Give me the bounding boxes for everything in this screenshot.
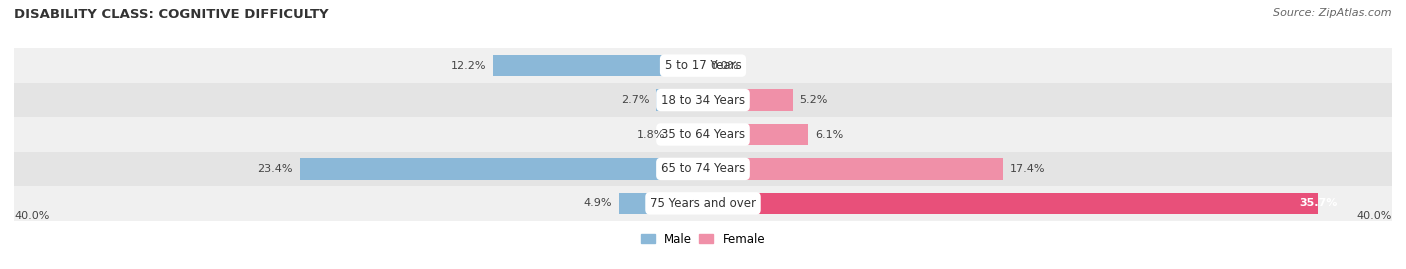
Text: 2.7%: 2.7% (621, 95, 650, 105)
Bar (494, 55, 703, 76)
Text: 1.8%: 1.8% (637, 129, 665, 140)
Bar (703, 158, 1002, 180)
Bar (299, 158, 703, 180)
Bar (14, 186, 1392, 221)
Bar (14, 83, 1392, 117)
Bar (703, 124, 808, 145)
Bar (672, 124, 703, 145)
Text: 35.7%: 35.7% (1299, 198, 1337, 208)
Text: 40.0%: 40.0% (1357, 211, 1392, 221)
Bar (703, 193, 1317, 214)
Text: Source: ZipAtlas.com: Source: ZipAtlas.com (1274, 8, 1392, 18)
Text: DISABILITY CLASS: COGNITIVE DIFFICULTY: DISABILITY CLASS: COGNITIVE DIFFICULTY (14, 8, 329, 21)
Bar (657, 89, 703, 111)
Bar (14, 117, 1392, 152)
Bar (619, 193, 703, 214)
Text: 35 to 64 Years: 35 to 64 Years (661, 128, 745, 141)
Text: 6.1%: 6.1% (815, 129, 844, 140)
Text: 4.9%: 4.9% (583, 198, 612, 208)
Text: 75 Years and over: 75 Years and over (650, 197, 756, 210)
Text: 65 to 74 Years: 65 to 74 Years (661, 162, 745, 175)
Text: 17.4%: 17.4% (1010, 164, 1045, 174)
Bar (703, 89, 793, 111)
Bar (14, 152, 1392, 186)
Bar (14, 48, 1392, 83)
Text: 18 to 34 Years: 18 to 34 Years (661, 94, 745, 107)
Text: 12.2%: 12.2% (450, 61, 486, 71)
Text: 0.0%: 0.0% (710, 61, 738, 71)
Text: 40.0%: 40.0% (14, 211, 49, 221)
Text: 5 to 17 Years: 5 to 17 Years (665, 59, 741, 72)
Text: 23.4%: 23.4% (257, 164, 292, 174)
Legend: Male, Female: Male, Female (641, 233, 765, 246)
Text: 5.2%: 5.2% (800, 95, 828, 105)
